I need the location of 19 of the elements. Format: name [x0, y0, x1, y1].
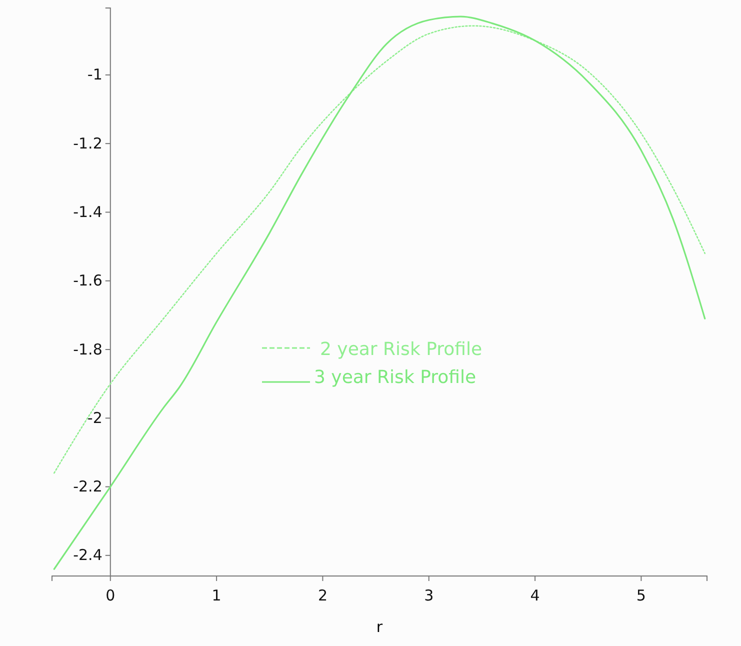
y-tick-label: -1 [87, 66, 102, 84]
y-tick-label: -1.4 [73, 203, 102, 222]
x-tick-label: 5 [636, 586, 646, 604]
legend-label: 3 year Risk Profile [314, 367, 476, 388]
y-tick-label: -2.2 [73, 478, 102, 496]
line-series [53, 25, 706, 474]
y-tick-label: -1.6 [73, 272, 102, 290]
y-tick-label: -1.8 [73, 340, 102, 358]
x-tick-label: 0 [106, 586, 116, 604]
legend-label: 2 year Risk Profile [320, 339, 482, 360]
y-tick-label: -1.2 [73, 134, 102, 152]
x-tick-label: 3 [424, 586, 434, 604]
x-tick-label: 4 [530, 586, 540, 604]
x-tick-label: 2 [318, 586, 328, 604]
y-tick-label: -2.4 [73, 546, 102, 564]
line-series [53, 16, 706, 570]
x-axis-title: r [376, 618, 384, 636]
y-tick-label: -2 [87, 408, 102, 427]
x-tick-label: 1 [212, 586, 222, 604]
